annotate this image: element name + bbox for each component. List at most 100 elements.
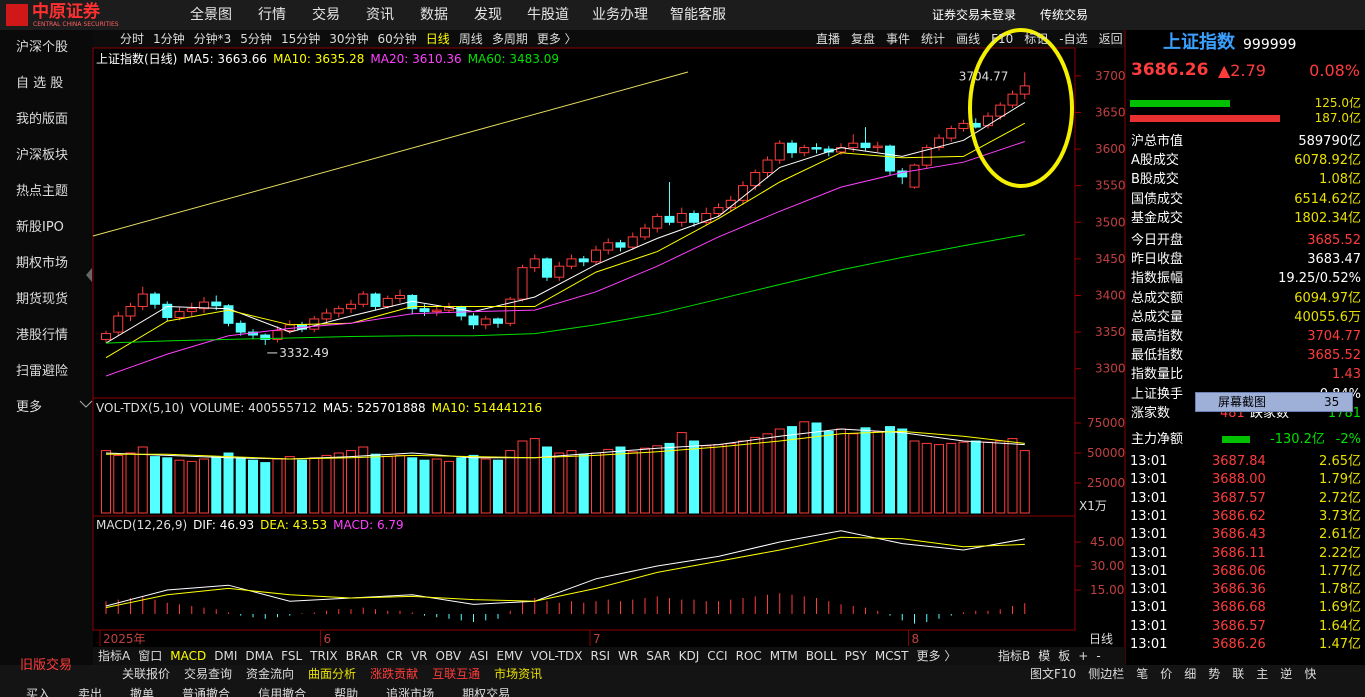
indicator-tab[interactable]: 指标B — [998, 649, 1031, 663]
indicator-tab[interactable]: TRIX — [310, 649, 338, 663]
menu-item[interactable]: 数据 — [420, 7, 448, 23]
indicator-tab[interactable]: DMI — [214, 649, 238, 663]
indicator-tab[interactable]: BOLL — [805, 649, 837, 663]
indicator-tab[interactable]: VOL-TDX — [530, 649, 583, 663]
view-tab[interactable]: 联 — [1232, 667, 1245, 681]
view-tab[interactable]: 主 — [1256, 667, 1269, 681]
bottom-tab[interactable]: 关联报价 — [122, 667, 171, 681]
indicator-tab[interactable]: VR — [410, 649, 428, 663]
bottom-tab[interactable]: 市场资讯 — [494, 667, 543, 681]
indicator-tab[interactable]: 模 — [1038, 649, 1051, 663]
view-tab[interactable]: 细 — [1184, 667, 1197, 681]
indicator-tab[interactable]: MTM — [769, 649, 798, 663]
sidebar-item[interactable]: 扫雷避险 — [16, 364, 69, 379]
period-tab[interactable]: 日线 — [425, 32, 450, 46]
bottom-tab[interactable]: 曲面分析 — [308, 667, 357, 681]
indicator-tab[interactable]: PSY — [844, 649, 867, 663]
trade-action[interactable]: 卖出 — [78, 687, 103, 697]
menu-item[interactable]: 业务办理 — [592, 7, 648, 23]
sidebar-item[interactable]: 更多 — [16, 400, 43, 415]
sidebar-item[interactable]: 热点主题 — [16, 184, 69, 199]
bottom-tab[interactable]: 互联互通 — [432, 667, 481, 681]
indicator-tab[interactable]: OBV — [435, 649, 462, 663]
sidebar-item[interactable]: 期权市场 — [16, 256, 69, 271]
tool-tab[interactable]: 复盘 — [851, 32, 876, 46]
tool-tab[interactable]: 事件 — [886, 32, 911, 46]
view-tab[interactable]: 势 — [1208, 667, 1221, 681]
indicator-tab[interactable]: - — [1096, 649, 1101, 663]
indicator-tab[interactable]: SAR — [646, 649, 671, 663]
view-tab[interactable]: 侧边栏 — [1088, 667, 1125, 681]
menu-item[interactable]: 智能客服 — [670, 7, 726, 23]
sidebar-item[interactable]: 自 选 股 — [16, 76, 64, 91]
menu-item[interactable]: 交易 — [312, 7, 340, 23]
period-tab[interactable]: 15分钟 — [280, 32, 321, 46]
trade-action[interactable]: 追涨市场 — [386, 687, 435, 697]
period-tab[interactable]: 多周期 — [491, 32, 528, 46]
login-status[interactable]: 证券交易未登录 — [932, 8, 1017, 22]
indicator-tab[interactable]: KDJ — [678, 649, 700, 663]
period-tab[interactable]: 5分钟 — [240, 32, 272, 46]
indicator-tab[interactable]: DMA — [245, 649, 274, 663]
period-tab[interactable]: 分时 — [120, 32, 145, 46]
menu-item[interactable]: 牛股道 — [527, 7, 569, 23]
bottom-tab[interactable]: 资金流向 — [246, 667, 295, 681]
sidebar-item[interactable]: 期货现货 — [16, 292, 69, 307]
period-tab[interactable]: 30分钟 — [329, 32, 369, 46]
view-tab[interactable]: 快 — [1304, 667, 1317, 681]
trade-mode[interactable]: 传统交易 — [1040, 8, 1089, 22]
view-tab[interactable]: 价 — [1160, 667, 1173, 681]
menu-item[interactable]: 发现 — [474, 7, 502, 23]
indicator-tab[interactable]: EMV — [496, 649, 523, 663]
tool-tab[interactable]: F10 — [991, 32, 1014, 46]
indicator-tab[interactable]: 板 — [1058, 649, 1071, 663]
tool-tab[interactable]: -自选 — [1059, 32, 1088, 46]
bottom-tab[interactable]: 涨跌贡献 — [370, 667, 419, 681]
period-tab[interactable]: 60分钟 — [377, 32, 417, 46]
period-tab[interactable]: 周线 — [458, 32, 483, 46]
volume-bar — [346, 450, 356, 514]
trade-action[interactable]: 撤单 — [130, 687, 155, 697]
indicator-tab[interactable]: ASI — [469, 649, 489, 663]
sidebar-item[interactable]: 沪深个股 — [16, 40, 69, 55]
tool-tab[interactable]: 返回 — [1098, 32, 1123, 46]
volume-bar — [995, 440, 1006, 514]
indicator-tab[interactable]: MCST — [874, 649, 909, 663]
indicator-tab[interactable]: 指标A — [98, 649, 131, 663]
indicator-tab[interactable]: BRAR — [345, 649, 379, 663]
indicator-tab[interactable]: ROC — [735, 649, 762, 663]
tool-tab[interactable]: 画线 — [956, 32, 981, 46]
period-tab[interactable]: 分钟*3 — [193, 32, 232, 46]
legacy-trade[interactable]: 旧版交易 — [20, 658, 73, 673]
trade-action[interactable]: 买入 — [26, 687, 51, 697]
indicator-tab[interactable]: 窗口 — [138, 649, 163, 663]
menu-item[interactable]: 全景图 — [190, 7, 232, 23]
menu-item[interactable]: 行情 — [258, 7, 286, 23]
indicator-tab[interactable]: WR — [618, 649, 639, 663]
sidebar-item[interactable]: 沪深板块 — [16, 148, 69, 163]
trade-action[interactable]: 帮助 — [334, 687, 359, 697]
menu-item[interactable]: 资讯 — [366, 7, 394, 23]
tool-tab[interactable]: 直播 — [816, 32, 841, 46]
period-tab[interactable]: 1分钟 — [153, 32, 185, 46]
trade-action[interactable]: 普通撤合 — [182, 687, 231, 697]
trade-action[interactable]: 信用撤合 — [258, 687, 307, 697]
indicator-tab[interactable]: + — [1078, 649, 1089, 663]
tool-tab[interactable]: 统计 — [921, 32, 946, 46]
sidebar-item[interactable]: 港股行情 — [16, 328, 69, 343]
tool-tab[interactable]: 标记 — [1024, 32, 1049, 46]
bottom-tab[interactable]: 交易查询 — [184, 667, 233, 681]
period-tab[interactable]: 更多 〉 — [536, 32, 577, 46]
indicator-tab[interactable]: CR — [386, 649, 403, 663]
indicator-tab[interactable]: CCI — [707, 649, 728, 663]
indicator-tab[interactable]: MACD — [170, 649, 207, 663]
view-tab[interactable]: 笔 — [1136, 667, 1149, 681]
indicator-tab[interactable]: 更多 〉 — [916, 649, 957, 663]
view-tab[interactable]: 逆 — [1280, 667, 1293, 681]
sidebar-item[interactable]: 我的版面 — [16, 112, 69, 127]
view-tab[interactable]: 图文F10 — [1030, 667, 1077, 681]
indicator-tab[interactable]: RSI — [590, 649, 611, 663]
indicator-tab[interactable]: FSL — [281, 649, 303, 663]
trade-action[interactable]: 期权交易 — [462, 687, 511, 697]
sidebar-item[interactable]: 新股IPO — [16, 220, 64, 235]
